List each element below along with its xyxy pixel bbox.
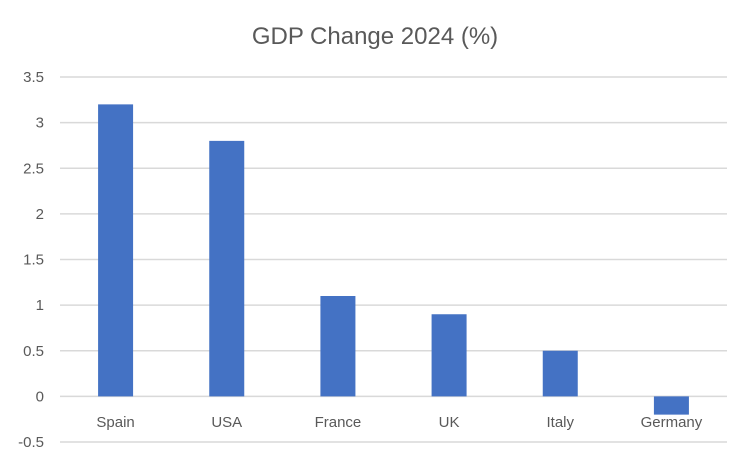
bar-germany [653, 396, 689, 415]
y-tick-label: 3 [36, 115, 44, 132]
x-axis-labels: Spain USA France UK Italy Germany [96, 414, 702, 431]
bar-italy [542, 350, 578, 397]
y-tick-label: 1.5 [23, 252, 44, 269]
y-tick-label: -0.5 [18, 434, 44, 451]
y-axis-ticks: -0.5 0 0.5 1 1.5 2 2.5 3 3.5 [18, 69, 44, 451]
x-tick-label: USA [211, 414, 242, 431]
y-tick-label: 0 [36, 388, 44, 405]
bar-spain [98, 104, 134, 397]
x-tick-label: UK [439, 414, 460, 431]
y-tick-label: 1 [36, 297, 44, 314]
y-tick-label: 0.5 [23, 343, 44, 360]
y-tick-label: 3.5 [23, 69, 44, 86]
bar-france [320, 296, 356, 397]
x-tick-label: France [315, 414, 362, 431]
y-tick-label: 2.5 [23, 160, 44, 177]
chart-title: GDP Change 2024 (%) [252, 23, 498, 50]
x-tick-label: Italy [546, 414, 574, 431]
bar-usa [209, 140, 245, 397]
y-tick-label: 2 [36, 206, 44, 223]
x-tick-label: Spain [96, 414, 134, 431]
gridlines [60, 76, 727, 443]
bars [98, 104, 689, 415]
bar-uk [431, 314, 467, 397]
x-tick-label: Germany [641, 414, 703, 431]
